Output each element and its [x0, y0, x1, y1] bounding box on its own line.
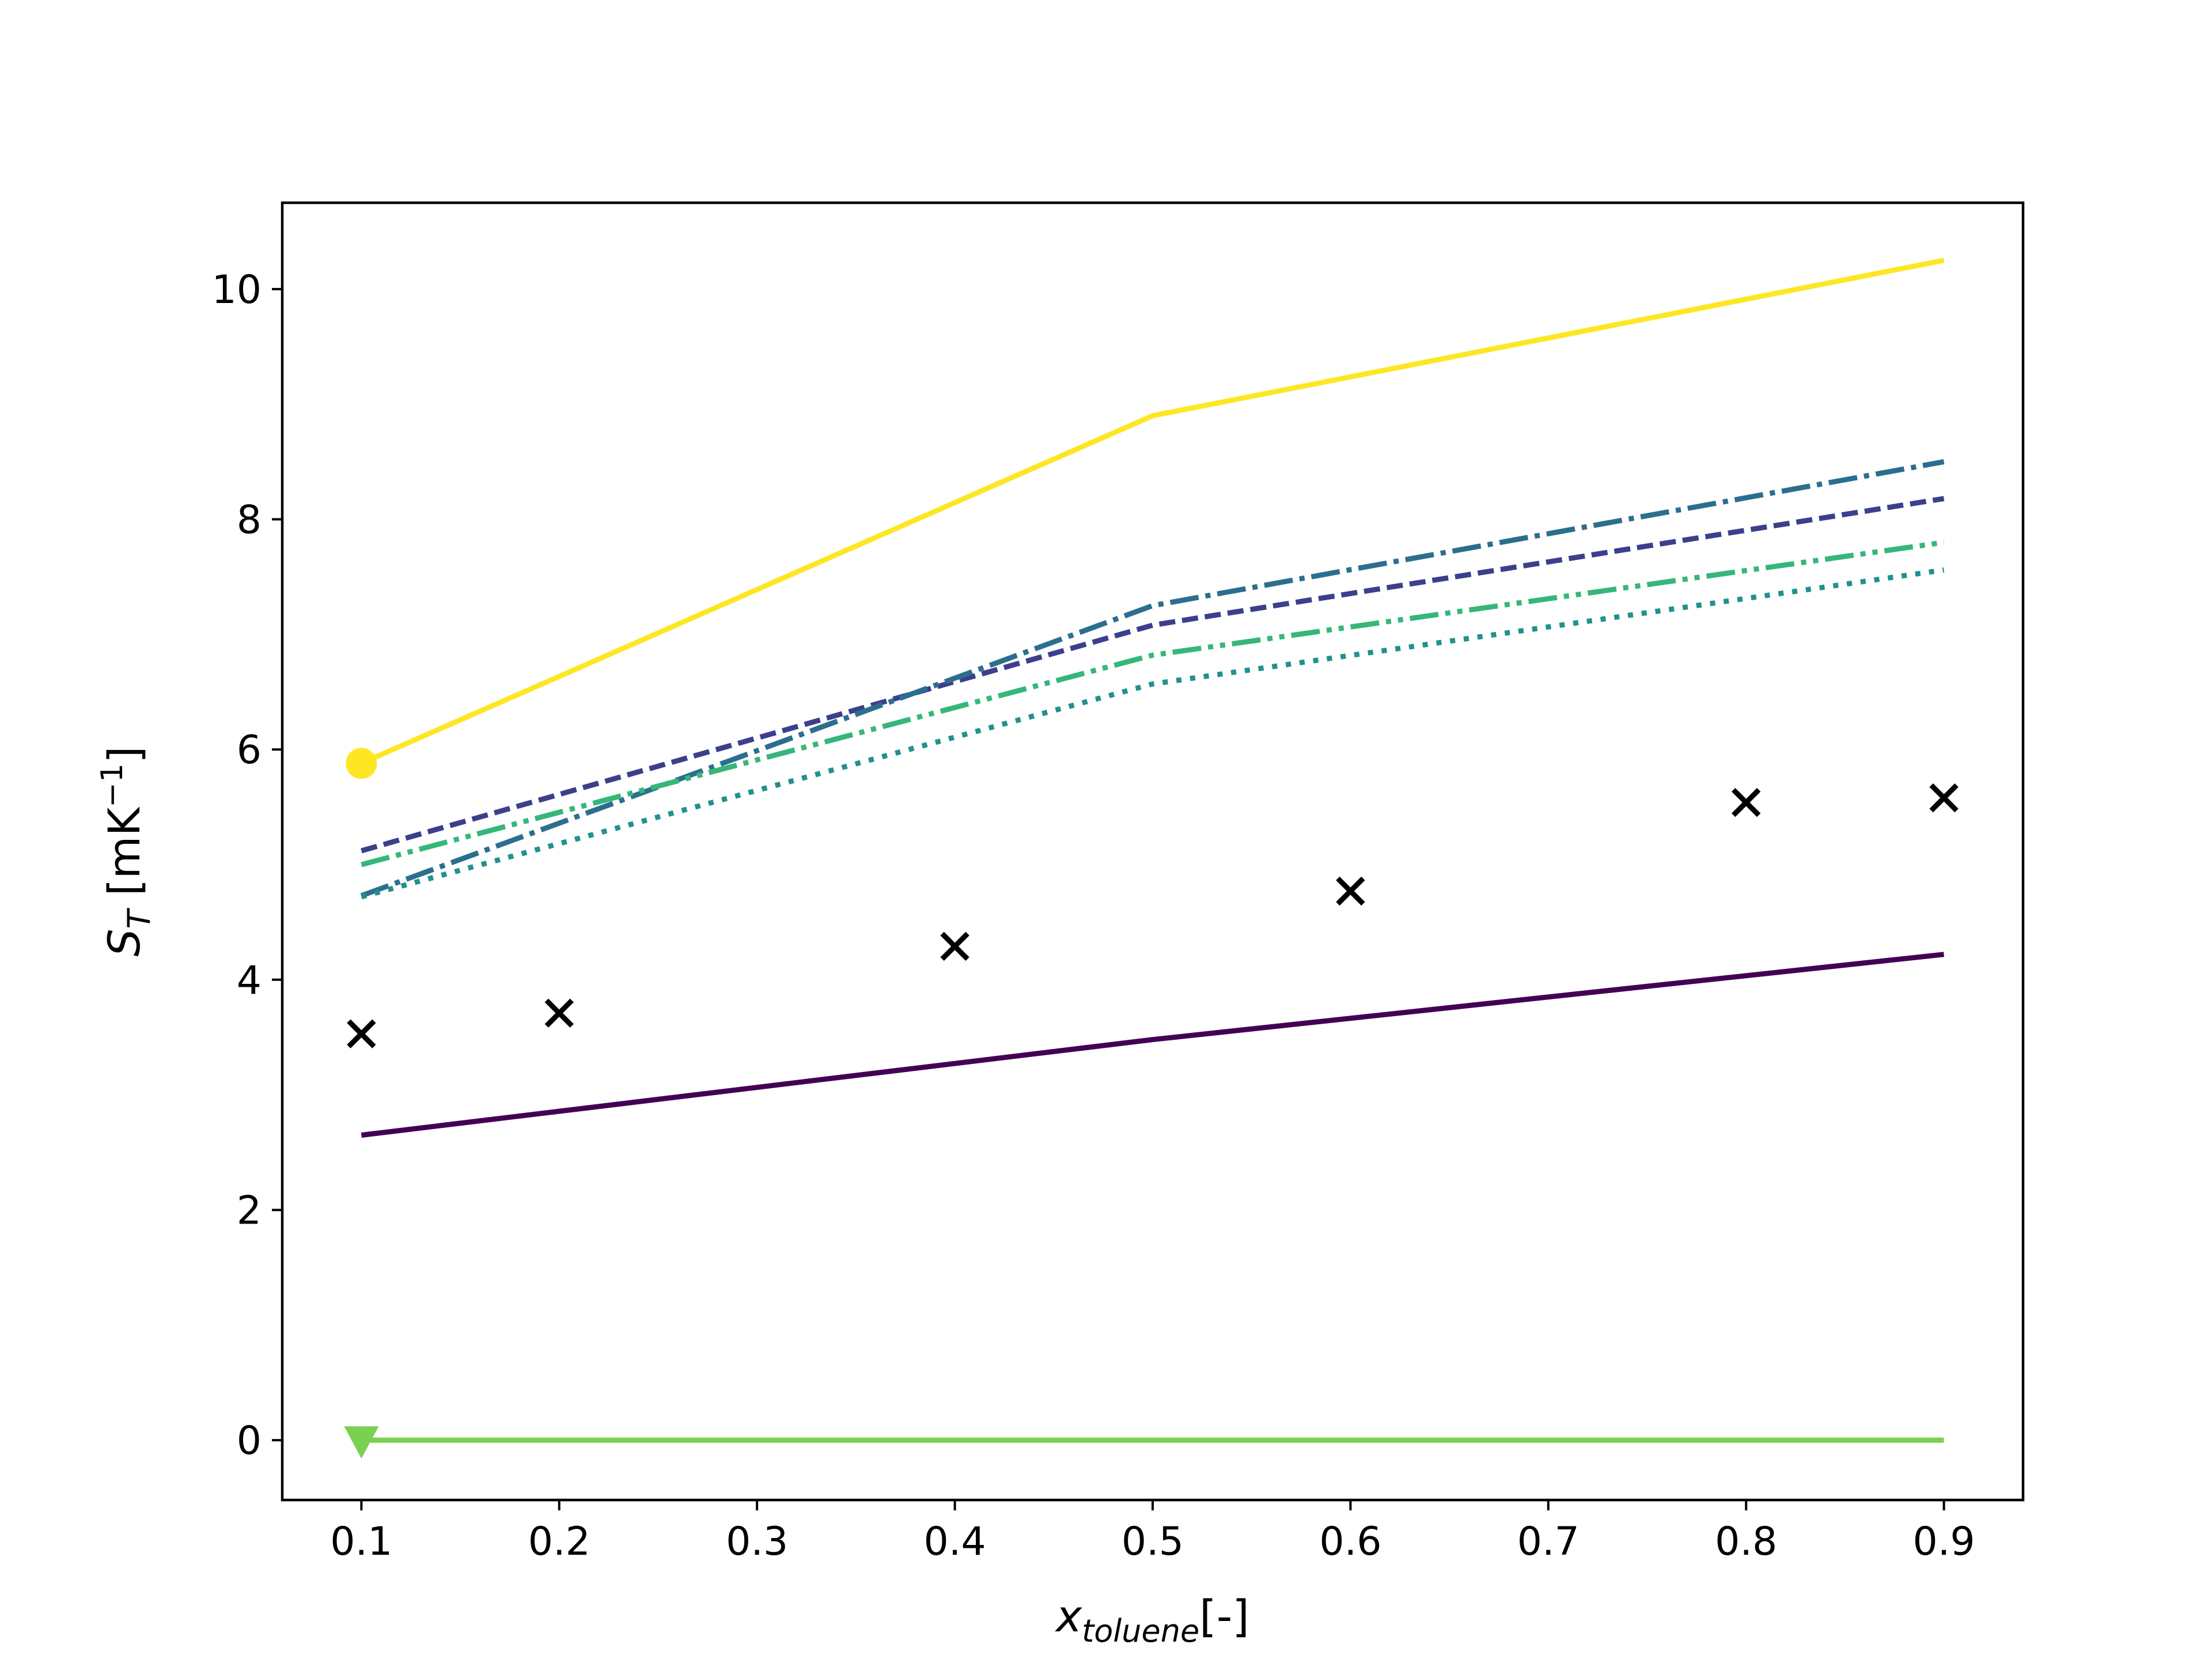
scatter-point-4 [1336, 876, 1365, 906]
scatter-point-1 [347, 1019, 376, 1048]
x-tick-label: 0.8 [1715, 1519, 1777, 1565]
y-tick-label: 2 [237, 1188, 262, 1233]
x-tick-label: 0.9 [1913, 1519, 1975, 1565]
y-tick-label: 10 [211, 267, 262, 313]
series-7-marker-circle [346, 748, 377, 779]
scatter-point-3 [940, 931, 969, 961]
series-line-7 [360, 257, 1945, 766]
series-line-3 [360, 459, 1945, 899]
y-axis: 0 2 4 6 8 10 [211, 267, 282, 1464]
x-tick-label: 0.5 [1122, 1519, 1184, 1565]
series-6-marker-triangle [344, 1426, 379, 1459]
series-line-1 [361, 952, 1945, 1138]
x-tick-label: 0.1 [330, 1519, 392, 1565]
scatter-point-2 [544, 998, 574, 1028]
y-axis-label: ST [mK−1] [95, 746, 157, 956]
y-tick-label: 6 [237, 728, 262, 773]
x-axis-label: xtoluene[-] [1055, 1590, 1249, 1649]
series-line-4 [361, 567, 1945, 900]
x-axis: 0.1 0.2 0.3 0.4 0.5 0.6 0.7 0.8 0.9 [330, 1500, 1975, 1565]
x-tick-label: 0.3 [726, 1519, 788, 1565]
x-tick-label: 0.7 [1517, 1519, 1580, 1565]
y-tick-label: 0 [237, 1418, 262, 1464]
y-tick-label: 4 [237, 958, 262, 1003]
x-tick-label: 0.2 [528, 1519, 590, 1565]
scatter-point-6 [1929, 783, 1959, 813]
marker-layer [344, 748, 1959, 1459]
x-tick-label: 0.4 [924, 1519, 986, 1565]
y-tick-label: 8 [237, 498, 262, 543]
scatter-point-5 [1732, 787, 1761, 817]
x-tick-label: 0.6 [1319, 1519, 1381, 1565]
series-layer [360, 257, 1945, 1443]
series-line-5 [361, 540, 1945, 868]
